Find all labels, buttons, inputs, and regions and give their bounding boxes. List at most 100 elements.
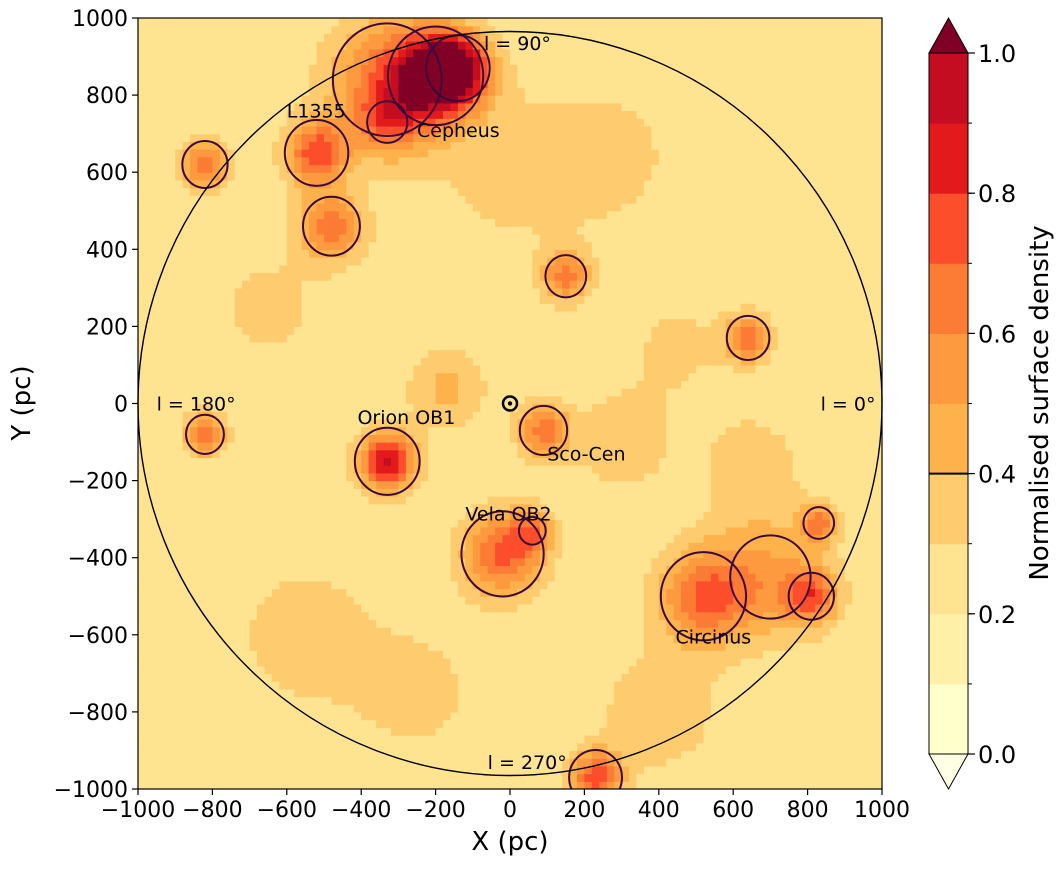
density-cell <box>435 372 444 381</box>
density-cell <box>204 210 213 220</box>
density-cell <box>212 303 221 312</box>
density-cell <box>197 48 206 58</box>
density-cell <box>182 442 191 451</box>
density-cell <box>376 48 385 58</box>
density-cell <box>428 657 437 667</box>
density-cell <box>435 688 444 698</box>
density-cell <box>197 526 206 536</box>
density-cell <box>368 41 377 50</box>
density-cell <box>204 233 213 243</box>
density-cell <box>331 133 340 142</box>
density-cell <box>487 118 496 127</box>
density-cell <box>197 380 206 389</box>
density-cell <box>175 434 184 443</box>
density-cell <box>361 472 370 482</box>
density-cell <box>138 110 147 119</box>
density-cell <box>368 519 377 528</box>
density-cell <box>234 449 243 459</box>
density-cell <box>257 388 266 397</box>
density-cell <box>249 426 258 435</box>
density-cell <box>398 349 407 358</box>
density-cell <box>480 326 489 335</box>
density-cell <box>279 411 288 420</box>
density-cell <box>487 295 496 304</box>
density-cell <box>383 503 392 513</box>
density-cell <box>450 611 459 620</box>
density-cell <box>353 164 362 173</box>
density-cell <box>346 711 355 721</box>
density-cell <box>390 125 399 135</box>
density-cell <box>420 118 429 127</box>
density-cell <box>138 719 147 728</box>
density-cell <box>219 549 228 559</box>
density-cell <box>138 48 147 58</box>
density-cell <box>390 372 399 381</box>
density-cell <box>472 457 481 466</box>
density-cell <box>309 426 318 435</box>
density-cell <box>234 696 243 705</box>
density-cell <box>175 426 184 435</box>
density-cell <box>420 711 429 721</box>
density-cell <box>301 203 310 212</box>
density-cell <box>324 326 333 335</box>
density-cell <box>316 64 325 73</box>
density-cell <box>286 526 295 536</box>
density-cell <box>145 465 154 474</box>
density-cell <box>175 125 184 135</box>
density-cell <box>383 364 392 374</box>
density-cell <box>249 750 258 759</box>
density-cell <box>204 156 213 166</box>
density-cell <box>338 341 347 351</box>
density-cell <box>294 25 303 35</box>
density-cell <box>271 388 280 397</box>
density-cell <box>398 164 407 173</box>
density-cell <box>361 156 370 166</box>
density-cell <box>428 372 437 381</box>
density-cell <box>368 580 377 590</box>
density-cell <box>160 642 169 651</box>
density-cell <box>182 233 191 243</box>
density-cell <box>443 588 452 597</box>
density-cell <box>219 511 228 520</box>
density-cell <box>331 534 340 543</box>
density-cell <box>249 64 258 73</box>
density-cell <box>204 380 213 389</box>
density-cell <box>495 465 504 474</box>
density-cell <box>338 426 347 435</box>
density-cell <box>257 218 266 227</box>
density-cell <box>480 33 489 42</box>
density-cell <box>249 565 258 574</box>
density-cell <box>279 79 288 88</box>
density-cell <box>472 310 481 320</box>
density-cell <box>487 603 496 613</box>
density-cell <box>405 133 414 142</box>
density-cell <box>175 580 184 590</box>
density-cell <box>271 149 280 158</box>
density-cell <box>383 588 392 597</box>
density-cell <box>487 334 496 343</box>
density-cell <box>361 388 370 397</box>
density-cell <box>316 657 325 667</box>
density-cell <box>457 210 466 220</box>
density-cell <box>249 141 258 150</box>
density-cell <box>331 496 340 505</box>
density-cell <box>152 603 161 613</box>
density-cell <box>480 241 489 250</box>
density-cell <box>338 688 347 698</box>
density-cell <box>249 18 258 27</box>
density-cell <box>465 735 474 744</box>
density-cell <box>472 773 481 782</box>
density-cell <box>264 534 273 543</box>
density-cell <box>219 688 228 698</box>
density-cell <box>182 534 191 543</box>
density-cell <box>338 95 347 104</box>
density-cell <box>457 588 466 597</box>
density-cell <box>331 657 340 667</box>
density-cell <box>227 79 236 88</box>
density-cell <box>167 611 176 620</box>
density-cell <box>234 41 243 50</box>
density-cell <box>487 95 496 104</box>
density-cell <box>286 280 295 289</box>
density-cell <box>145 156 154 166</box>
density-cell <box>138 765 147 775</box>
